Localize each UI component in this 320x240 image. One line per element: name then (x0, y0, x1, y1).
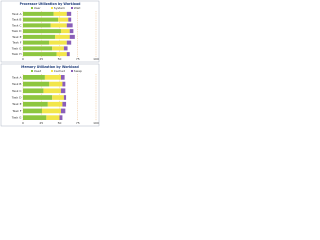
y-tick-label: Task D (11, 96, 22, 100)
y-tick-label: Task A (11, 75, 22, 79)
x-tick-label: 0 (22, 121, 24, 125)
legend-swatch (51, 7, 53, 9)
bar-segment (23, 17, 59, 22)
legend-swatch (71, 7, 73, 9)
bar-segment (62, 81, 66, 87)
bar-segment (43, 88, 61, 94)
bar-segment (41, 108, 61, 114)
bar-segment (53, 11, 67, 16)
chart-title: Processor Utilization by Workload (20, 2, 82, 6)
x-tick-label: 0 (22, 57, 24, 61)
bar-segment (23, 88, 44, 94)
bar-segment (60, 108, 66, 114)
bar-segment (63, 95, 67, 100)
y-tick-label: Task G (11, 116, 22, 120)
y-tick-label: Task C (11, 23, 22, 27)
x-tick-label: 50 (58, 121, 62, 125)
bar-segment (23, 34, 56, 39)
x-tick-label: 75 (76, 121, 80, 125)
legend-label: User (34, 6, 42, 10)
x-tick-label: 25 (39, 121, 43, 125)
legend-swatch (31, 7, 33, 9)
bar-segment (66, 11, 72, 16)
bar-segment (47, 101, 63, 107)
x-tick-label: 25 (39, 57, 43, 61)
y-tick-label: Task B (11, 18, 22, 22)
x-tick-label: 50 (58, 57, 62, 61)
x-tick-label: 75 (76, 57, 80, 61)
y-tick-label: Task E (11, 35, 21, 39)
bar-segment (69, 29, 74, 34)
bar-segment (23, 52, 57, 57)
bar-segment (58, 17, 69, 22)
bar-segment (23, 101, 48, 107)
bar-segment (60, 29, 70, 34)
bar-segment (55, 34, 70, 39)
bar-segment (23, 46, 53, 51)
bar-segment (66, 40, 72, 45)
y-tick-label: Task C (11, 89, 22, 93)
bar-segment (63, 46, 68, 51)
bar-segment (52, 95, 64, 100)
bar-segment (23, 95, 53, 100)
bar-segment (23, 29, 61, 34)
bar-segment (23, 115, 47, 120)
bar-segment (23, 40, 50, 45)
bar-segment (23, 11, 54, 16)
bar-segment (69, 34, 75, 39)
legend-label: Swap (74, 69, 82, 73)
y-tick-label: Task H (11, 52, 22, 56)
bar-segment (49, 81, 63, 87)
bar-segment (23, 23, 51, 28)
bar-segment (23, 75, 45, 80)
legend-swatch (51, 70, 53, 72)
y-tick-label: Task G (11, 46, 22, 50)
y-tick-label: Task F (11, 109, 21, 113)
y-tick-label: Task D (11, 29, 22, 33)
bar-segment (66, 52, 70, 57)
bar-segment (23, 108, 42, 114)
bar-segment (46, 115, 60, 120)
legend-label: Used (34, 69, 42, 73)
y-tick-label: Task E (11, 102, 21, 106)
bar-segment (50, 23, 67, 28)
legend-label: System (54, 6, 65, 10)
chart-title: Memory Utilization by Workload (21, 65, 79, 69)
bar-segment (68, 17, 72, 22)
legend-swatch (31, 70, 33, 72)
bar-segment (44, 75, 61, 80)
x-tick-label: 100 (93, 121, 99, 125)
legend-label: Cached (54, 69, 65, 73)
bar-segment (23, 81, 50, 87)
bar-segment (52, 46, 64, 51)
bar-segment (49, 40, 67, 45)
legend-label: Wait (74, 6, 81, 10)
y-tick-label: Task F (11, 41, 21, 45)
x-tick-label: 100 (93, 57, 99, 61)
legend-swatch (71, 70, 73, 72)
y-tick-label: Task A (11, 12, 22, 16)
bar-segment (56, 52, 67, 57)
bar-segment (60, 88, 66, 94)
y-tick-label: Task B (11, 82, 22, 86)
bar-segment (59, 115, 63, 120)
bar-segment (60, 75, 65, 80)
bar-segment (66, 23, 73, 28)
bar-segment (62, 101, 67, 107)
